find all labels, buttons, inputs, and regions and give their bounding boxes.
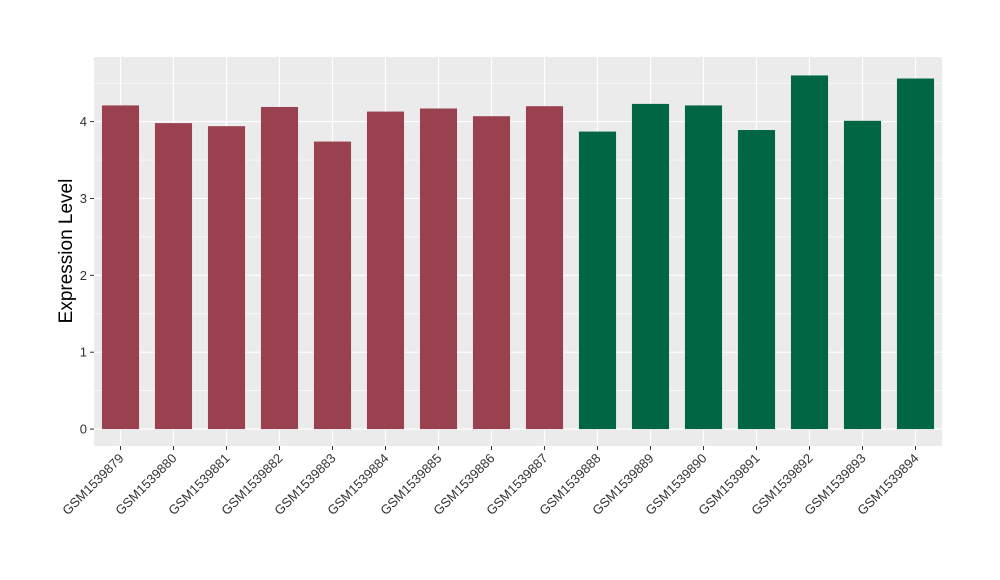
bar-GSM1539888 <box>578 131 617 430</box>
y-tick-label: 1 <box>80 345 87 360</box>
y-axis: 0 1 2 3 4 <box>80 114 94 437</box>
bar-GSM1539882 <box>260 106 299 430</box>
bar-GSM1539893 <box>843 120 882 430</box>
bar-GSM1539894 <box>896 78 935 430</box>
bar-GSM1539885 <box>419 108 458 430</box>
bar-GSM1539879 <box>101 105 140 430</box>
bar-GSM1539889 <box>631 103 670 430</box>
x-axis: GSM1539879GSM1539880GSM1539881GSM1539882… <box>59 446 922 518</box>
bar-GSM1539887 <box>525 106 564 430</box>
bar-GSM1539881 <box>207 126 246 430</box>
bar-GSM1539880 <box>154 123 193 430</box>
bars <box>101 75 935 430</box>
y-axis-title: Expression Level <box>56 179 77 324</box>
bar-GSM1539892 <box>790 75 829 430</box>
bar-GSM1539884 <box>366 111 405 430</box>
bar-GSM1539886 <box>472 116 511 430</box>
y-tick-label: 4 <box>80 114 87 129</box>
y-tick-label: 3 <box>80 191 87 206</box>
y-tick-label: 0 <box>80 422 87 437</box>
bar-GSM1539891 <box>737 130 776 430</box>
bar-GSM1539890 <box>684 105 723 430</box>
y-tick-label: 2 <box>80 268 87 283</box>
bar-GSM1539883 <box>313 141 352 430</box>
